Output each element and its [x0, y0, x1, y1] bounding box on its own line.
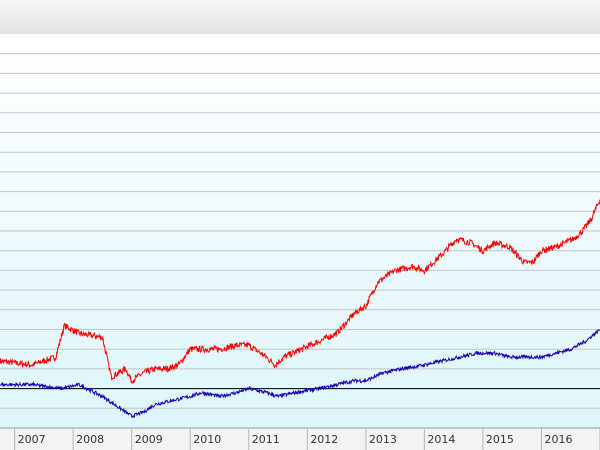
x-tick-label: 2009: [135, 433, 163, 446]
x-tick-label: 2015: [486, 433, 514, 446]
chart-header-bar: [0, 0, 600, 35]
x-axis: 2007 2008 2009 2010 2011 2012 2013 2014 2015 2016…: [0, 427, 600, 450]
gridlines: [0, 53, 600, 409]
line-chart: 2007 2008 2009 2010 2011 2012 2013 2014 2015 2016…: [0, 34, 600, 450]
x-tick-label: 2011: [252, 433, 280, 446]
x-tick-label: 2012: [310, 433, 338, 446]
x-axis-bar: [0, 428, 600, 450]
x-tick-label: 2016: [544, 433, 572, 446]
series-line-1: [0, 199, 600, 385]
x-tick-label: 2008: [76, 433, 104, 446]
x-tick-label: 2013: [369, 433, 397, 446]
series-layer: [0, 199, 600, 419]
x-tick-label: 2014: [427, 433, 455, 446]
series-line-2: [0, 329, 600, 419]
x-tick-label: 2010: [193, 433, 221, 446]
x-tick-label: 2007: [18, 433, 46, 446]
chart-area: 2007 2008 2009 2010 2011 2012 2013 2014 2015 2016…: [0, 34, 600, 450]
